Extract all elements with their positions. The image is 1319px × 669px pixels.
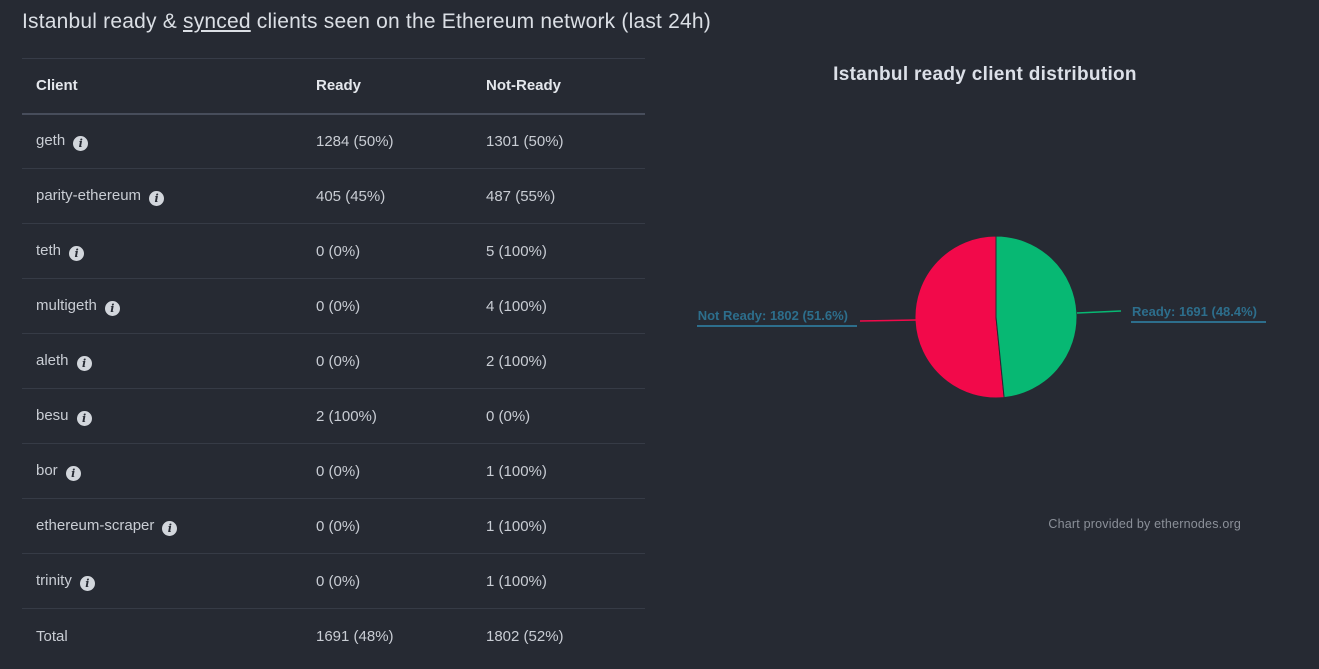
info-icon[interactable]: i xyxy=(162,520,178,536)
not-ready-connector-line xyxy=(859,319,917,322)
not-ready-value: 1 (100%) xyxy=(472,498,645,554)
client-name: multigeth xyxy=(36,296,97,314)
table-row: aleth i 0 (0%) 2 (100%) xyxy=(22,333,645,389)
ready-value: 0 (0%) xyxy=(302,278,472,334)
not-ready-value: 0 (0%) xyxy=(472,388,645,444)
ready-value: 0 (0%) xyxy=(302,443,472,499)
page-title-prefix: Istanbul ready & xyxy=(22,10,183,33)
table-row-total: Total 1691 (48%) 1802 (52%) xyxy=(22,609,645,664)
info-icon[interactable]: i xyxy=(65,465,81,481)
not-ready-value: 5 (100%) xyxy=(472,223,645,279)
client-name: aleth xyxy=(36,351,69,369)
total-not-ready-value: 1802 (52%) xyxy=(486,627,564,645)
pie-chart xyxy=(859,235,1122,399)
info-icon[interactable]: i xyxy=(79,575,95,591)
ready-value: 1284 (50%) xyxy=(302,113,472,169)
column-header-client: Client xyxy=(22,58,302,115)
not-ready-data-label[interactable]: Not Ready: 1802 (51.6%) xyxy=(696,308,857,327)
client-name: bor xyxy=(36,461,58,479)
info-icon[interactable]: i xyxy=(76,355,92,371)
info-icon[interactable]: i xyxy=(73,135,89,151)
not-ready-value: 2 (100%) xyxy=(472,333,645,389)
ready-value: 0 (0%) xyxy=(302,333,472,389)
client-name: teth xyxy=(36,241,62,259)
column-header-ready: Ready xyxy=(302,58,472,115)
page-title: Istanbul ready & synced clients seen on … xyxy=(22,10,711,34)
ready-value: 405 (45%) xyxy=(302,168,472,224)
synced-link[interactable]: synced xyxy=(183,10,251,33)
table-row: geth i 1284 (50%) 1301 (50%) xyxy=(22,113,645,169)
pie-slice-ready[interactable] xyxy=(995,235,1078,399)
client-table: Client Ready Not-Ready geth i 1284 (50%) … xyxy=(22,58,645,664)
chart-credits: Chart provided by ethernodes.org xyxy=(1048,517,1241,531)
client-name: geth xyxy=(36,131,66,149)
table-row: trinity i 0 (0%) 1 (100%) xyxy=(22,553,645,609)
table-header-row: Client Ready Not-Ready xyxy=(22,58,645,115)
table-row: bor i 0 (0%) 1 (100%) xyxy=(22,443,645,499)
ready-connector-line xyxy=(1076,310,1122,314)
ready-value: 2 (100%) xyxy=(302,388,472,444)
ready-value: 0 (0%) xyxy=(302,553,472,609)
chart-title: Istanbul ready client distribution xyxy=(833,64,1137,85)
table-row: teth i 0 (0%) 5 (100%) xyxy=(22,223,645,279)
info-icon[interactable]: i xyxy=(69,245,85,261)
client-name: ethereum-scraper xyxy=(36,516,155,534)
table-row: besu i 2 (100%) 0 (0%) xyxy=(22,388,645,444)
ready-value: 0 (0%) xyxy=(302,498,472,554)
table-row: parity-ethereum i 405 (45%) 487 (55%) xyxy=(22,168,645,224)
column-header-not-ready: Not-Ready xyxy=(472,58,645,115)
page-title-suffix: clients seen on the Ethereum network (la… xyxy=(250,10,711,33)
not-ready-value: 487 (55%) xyxy=(472,168,645,224)
pie-slice-not-ready[interactable] xyxy=(914,235,1005,399)
not-ready-value: 1 (100%) xyxy=(472,443,645,499)
not-ready-value: 4 (100%) xyxy=(472,278,645,334)
ready-data-label[interactable]: Ready: 1691 (48.4%) xyxy=(1131,304,1267,323)
pie-chart-panel: Istanbul ready client distribution Not R… xyxy=(660,0,1319,669)
total-label: Total xyxy=(36,627,68,645)
ready-value: 0 (0%) xyxy=(302,223,472,279)
table-row: multigeth i 0 (0%) 4 (100%) xyxy=(22,278,645,334)
client-name: parity-ethereum xyxy=(36,186,142,204)
table-row: ethereum-scraper i 0 (0%) 1 (100%) xyxy=(22,498,645,554)
info-icon[interactable]: i xyxy=(104,300,120,316)
info-icon[interactable]: i xyxy=(149,190,165,206)
not-ready-value: 1301 (50%) xyxy=(472,113,645,169)
client-name: trinity xyxy=(36,571,72,589)
total-ready-value: 1691 (48%) xyxy=(316,627,394,645)
client-name: besu xyxy=(36,406,69,424)
info-icon[interactable]: i xyxy=(76,410,92,426)
not-ready-value: 1 (100%) xyxy=(472,553,645,609)
